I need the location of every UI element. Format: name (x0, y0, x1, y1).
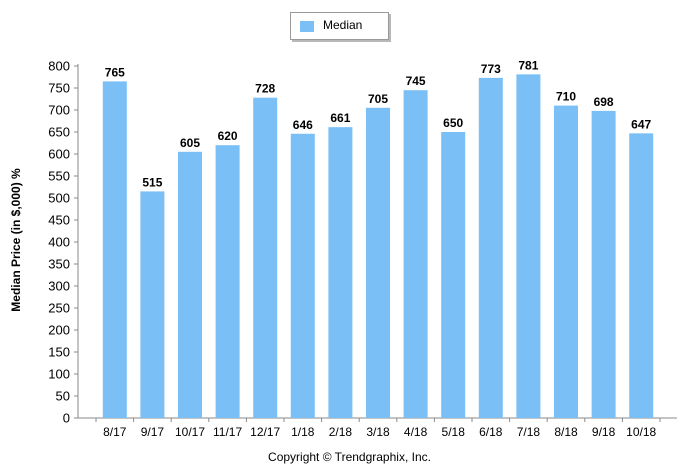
bar (290, 133, 315, 418)
x-tick-label: 4/18 (404, 425, 428, 439)
data-label: 647 (631, 117, 651, 131)
y-tick-label: 50 (56, 389, 70, 404)
y-axis-title: Median Price (in $,000) % (9, 168, 23, 312)
y-tick-label: 750 (48, 81, 70, 96)
y-tick-label: 450 (48, 213, 70, 228)
y-tick-label: 700 (48, 103, 70, 118)
x-tick-label: 8/18 (554, 425, 578, 439)
data-label: 705 (368, 92, 388, 106)
legend: Median (290, 12, 389, 40)
bar (328, 127, 353, 418)
data-label: 765 (105, 65, 125, 79)
data-label: 698 (594, 95, 614, 109)
x-axis: 8/17 9/17 10/17 11/17 12/17 1/18 2/18 3/18 4/18 5… (78, 417, 677, 439)
x-tick-label: 9/17 (141, 425, 165, 439)
x-tick-label: 7/18 (517, 425, 541, 439)
y-tick-label: 350 (48, 257, 70, 272)
x-tick-label: 10/18 (626, 425, 656, 439)
data-label: 781 (518, 58, 538, 72)
bar (178, 151, 202, 419)
y-tick-label: 250 (48, 301, 70, 316)
data-label: 710 (556, 90, 576, 104)
bar (253, 97, 278, 419)
y-tick-label: 100 (48, 367, 70, 382)
x-tick-label: 12/17 (250, 425, 280, 439)
data-label: 650 (443, 116, 463, 130)
x-tick-label: 5/18 (442, 425, 466, 439)
bars (102, 74, 654, 419)
bar (629, 133, 654, 418)
x-tick-label: 2/18 (329, 425, 353, 439)
x-tick-label: 3/18 (366, 425, 390, 439)
bar (102, 81, 127, 419)
bar (366, 107, 390, 419)
x-tick-label: 8/17 (103, 425, 127, 439)
x-tick-label: 10/17 (175, 425, 205, 439)
data-label: 646 (293, 118, 313, 132)
x-tick-label: 11/17 (213, 425, 242, 439)
bar (554, 105, 578, 418)
x-tick-label: 1/18 (291, 425, 315, 439)
y-tick-label: 400 (48, 235, 70, 250)
bar (516, 74, 541, 419)
bar (140, 191, 165, 418)
x-tick-label: 6/18 (479, 425, 503, 439)
data-label: 620 (218, 129, 238, 143)
bar (478, 77, 503, 418)
bar-labels: 765 515 605 620 728 646 661 705 745 650 773 781 710 6… (105, 58, 652, 189)
bar (403, 90, 428, 418)
bar (215, 145, 240, 418)
copyright-text: Copyright © Trendgraphix, Inc. (268, 450, 431, 464)
y-tick-label: 550 (48, 169, 70, 184)
y-tick-label: 600 (48, 147, 70, 162)
data-label: 773 (481, 62, 501, 76)
y-tick-label: 200 (48, 323, 70, 338)
legend-label-median: Median (323, 18, 363, 32)
y-tick-label: 650 (48, 125, 70, 140)
data-label: 661 (330, 111, 350, 125)
bar (441, 132, 466, 418)
data-label: 728 (255, 82, 275, 96)
data-label: 745 (406, 74, 426, 88)
y-tick-label: 0 (63, 411, 70, 426)
y-tick-label: 800 (48, 59, 70, 74)
x-tick-label: 9/18 (592, 425, 616, 439)
data-label: 605 (180, 136, 200, 150)
y-axis: 0 50 100 150 200 250 300 350 400 450 500 550 600 650 7… (48, 59, 79, 426)
bar (591, 110, 616, 418)
y-tick-label: 150 (48, 345, 70, 360)
data-label: 515 (142, 175, 162, 189)
y-tick-label: 300 (48, 279, 70, 294)
legend-swatch-median (300, 21, 314, 32)
y-tick-label: 500 (48, 191, 70, 206)
